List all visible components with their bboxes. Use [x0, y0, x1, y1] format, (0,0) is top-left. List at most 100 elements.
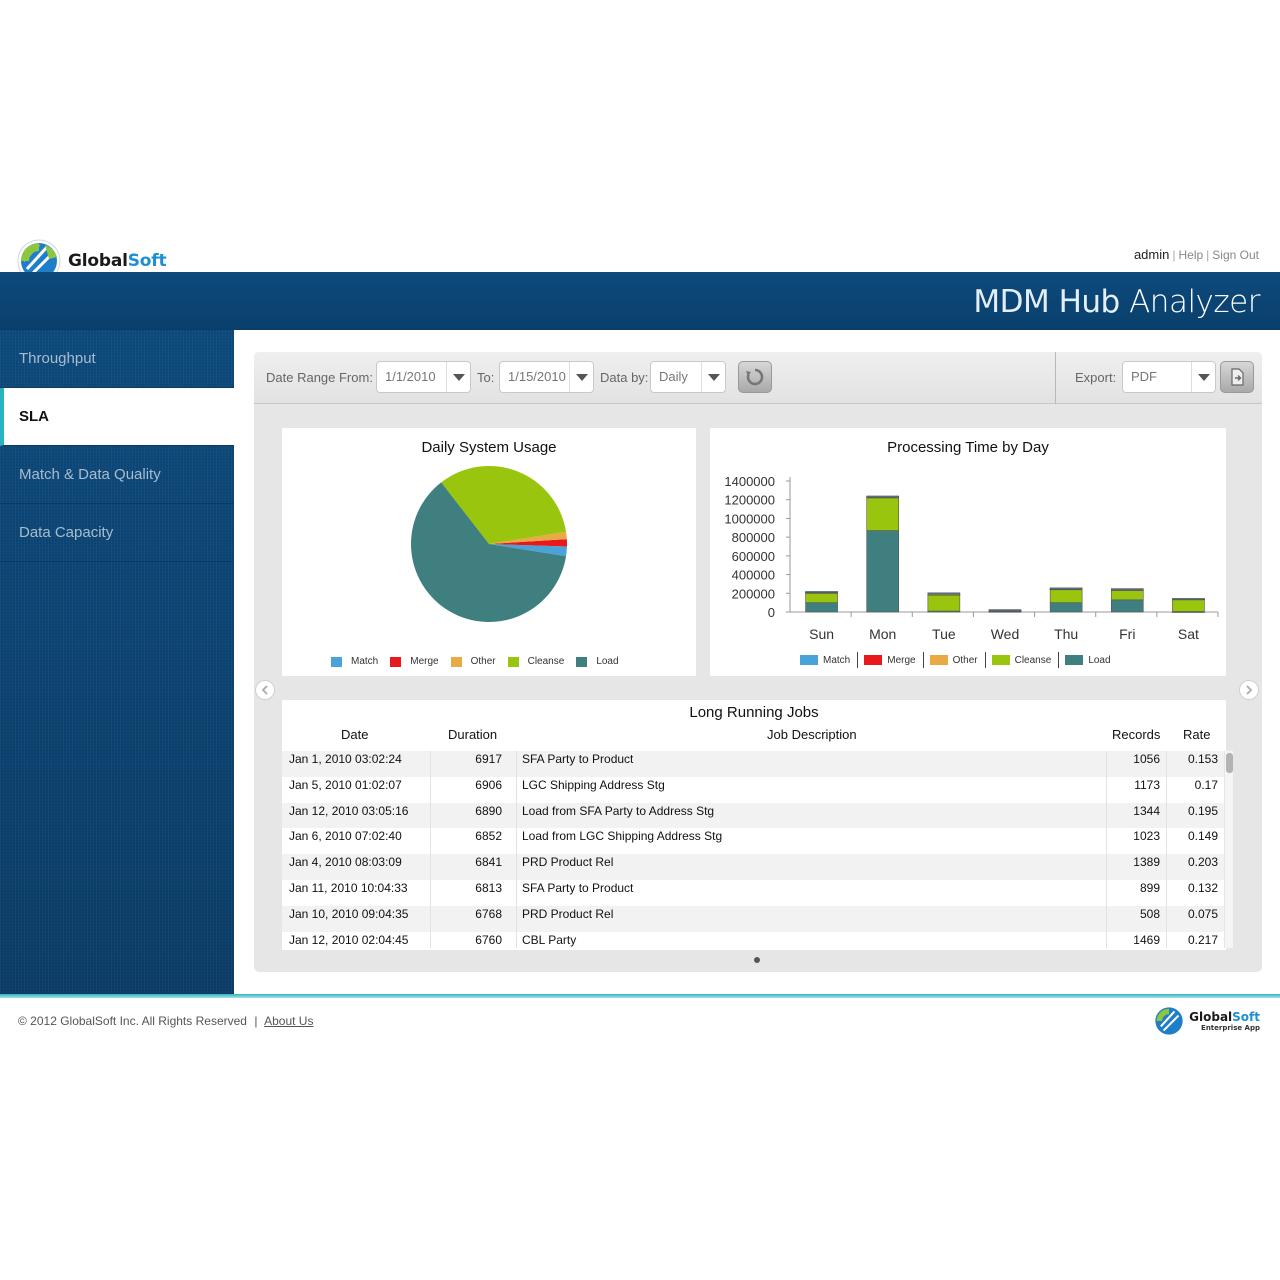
- pie-slice-merge[interactable]: [489, 539, 567, 547]
- y-tick-label: 800000: [732, 530, 775, 545]
- export-button[interactable]: [1220, 361, 1254, 393]
- chevron-left-icon: [261, 685, 268, 695]
- legend-item-merge: Merge: [390, 656, 439, 667]
- col-header-description[interactable]: Job Description: [767, 727, 857, 742]
- toolbar-divider: [1055, 352, 1056, 404]
- chevron-down-icon[interactable]: [446, 362, 470, 392]
- y-tick-label: 200000: [732, 586, 775, 601]
- jobs-table-title: Long Running Jobs: [689, 704, 819, 721]
- date-from-label: Date Range From:: [266, 370, 373, 385]
- next-arrow-button[interactable]: [1239, 680, 1259, 700]
- y-tick-label: 400000: [732, 568, 775, 583]
- data-by-select[interactable]: Daily: [650, 361, 726, 393]
- date-to-label: To:: [477, 370, 495, 385]
- legend-item-cleanse: Cleanse: [507, 656, 564, 667]
- brand-logo[interactable]: GlobalSoft: [17, 238, 167, 284]
- pie-legend: Match Merge Other Cleanse Load: [331, 656, 631, 667]
- legend-item-other: Other: [450, 656, 496, 667]
- x-tick-label: Tue: [932, 626, 956, 642]
- footer-logo: GlobalSoft Enterprise App: [1154, 1006, 1260, 1036]
- table-row[interactable]: Jan 12, 2010 02:04:45 6760 CBL Party 1469 0.…: [282, 931, 1224, 948]
- chevron-down-icon[interactable]: [1191, 362, 1215, 392]
- filter-toolbar: Date Range From: 1/1/2010 To: 1/15/2010 …: [254, 352, 1262, 404]
- sidebar-item-match-data-quality[interactable]: Match & Data Quality: [0, 446, 234, 504]
- scrollbar-thumb[interactable]: [1226, 753, 1233, 773]
- x-tick-label: Thu: [1054, 626, 1078, 642]
- daily-usage-card: Daily System Usage Match Merge Other Cle…: [282, 428, 696, 676]
- table-row[interactable]: Jan 10, 2010 09:04:35 6768 PRD Product Rel…: [282, 905, 1224, 932]
- table-row[interactable]: Jan 12, 2010 03:05:16 6890 Load from SFA P…: [282, 802, 1224, 829]
- bar-mon-cleanse[interactable]: [866, 497, 900, 531]
- pie-slice-load[interactable]: [411, 482, 567, 622]
- sidebar-item-data-capacity[interactable]: Data Capacity: [0, 504, 234, 562]
- bar-fri-load[interactable]: [1110, 599, 1144, 613]
- chevron-down-icon[interactable]: [569, 362, 593, 392]
- jobs-table-body: Jan 1, 2010 03:02:24 6917 SFA Party to Pro…: [282, 751, 1224, 948]
- pie-slice-cleanse[interactable]: [441, 465, 567, 544]
- col-header-duration[interactable]: Duration: [448, 727, 498, 742]
- bar-mon-match[interactable]: [866, 495, 900, 498]
- refresh-button[interactable]: [738, 361, 772, 393]
- globe-logo-icon: [17, 239, 61, 283]
- page-indicator-dot-icon[interactable]: [753, 956, 761, 964]
- sign-out-link[interactable]: Sign Out: [1212, 248, 1259, 262]
- bar-sun-cleanse[interactable]: [805, 592, 838, 603]
- bar-legend-item-cleanse: Cleanse: [984, 652, 1059, 668]
- sidebar: Throughput SLA Match & Data Quality Data…: [0, 330, 234, 994]
- x-tick-label: Mon: [869, 626, 896, 642]
- bar-tue-cleanse[interactable]: [927, 594, 961, 612]
- table-row[interactable]: Jan 1, 2010 03:02:24 6917 SFA Party to Pro…: [282, 751, 1224, 777]
- bar-chart: 1400000 1200000 1000000 800000 600000 400000 2…: [724, 474, 1219, 642]
- bar-fri-match[interactable]: [1110, 588, 1144, 590]
- content-panel: Date Range From: 1/1/2010 To: 1/15/2010 …: [254, 352, 1262, 972]
- pie-slice-other[interactable]: [489, 531, 567, 544]
- col-header-rate[interactable]: Rate: [1183, 727, 1211, 742]
- col-header-records[interactable]: Records: [1112, 727, 1161, 742]
- bar-legend-item-merge: Merge: [857, 652, 922, 668]
- table-row[interactable]: Jan 11, 2010 10:04:33 6813 SFA Party to Pr…: [282, 879, 1224, 906]
- bar-sat-cleanse[interactable]: [1172, 599, 1205, 612]
- pie-slice-match[interactable]: [489, 544, 567, 557]
- table-row[interactable]: Jan 6, 2010 07:02:40 6852 Load from LGC Sh…: [282, 828, 1224, 855]
- pie-chart-title: Daily System Usage: [421, 439, 557, 456]
- prev-arrow-button[interactable]: [255, 680, 275, 700]
- bar-sun-match[interactable]: [805, 591, 838, 593]
- bar-legend-item-other: Other: [922, 652, 985, 668]
- date-from-input[interactable]: 1/1/2010: [376, 361, 471, 393]
- username: admin: [1133, 247, 1170, 262]
- bar-mon-load[interactable]: [866, 530, 900, 613]
- table-row[interactable]: Jan 5, 2010 01:02:07 6906 LGC Shipping Add…: [282, 776, 1224, 803]
- date-to-input[interactable]: 1/15/2010: [499, 361, 594, 393]
- y-tick-label: 1400000: [724, 474, 775, 489]
- x-tick-label: Sun: [809, 626, 834, 642]
- footer-copyright: © 2012 GlobalSoft Inc. All Rights Reserv…: [18, 1014, 314, 1028]
- y-tick-label: 1000000: [724, 511, 775, 526]
- about-us-link[interactable]: About Us: [264, 1014, 314, 1028]
- footer-divider: [0, 994, 1280, 998]
- bar-sat-match[interactable]: [1172, 598, 1205, 600]
- app-root: GlobalSoft admin | Help | Sign Out MDM Hub A…: [0, 232, 1280, 1052]
- bar-legend-item-load: Load: [1058, 652, 1117, 668]
- bar-thu-cleanse[interactable]: [1049, 589, 1083, 603]
- help-link[interactable]: Help: [1178, 248, 1204, 262]
- chevron-down-icon[interactable]: [701, 362, 725, 392]
- bar-thu-match[interactable]: [1049, 587, 1083, 590]
- col-header-date[interactable]: Date: [341, 727, 369, 742]
- export-document-icon: [1231, 368, 1244, 386]
- bar-sun-load[interactable]: [805, 602, 838, 613]
- globe-logo-icon: [1155, 1007, 1183, 1035]
- export-format-select[interactable]: PDF: [1122, 361, 1216, 393]
- table-row[interactable]: Jan 4, 2010 08:03:09 6841 PRD Product Rel 1…: [282, 854, 1224, 880]
- sidebar-item-sla[interactable]: SLA: [0, 388, 234, 446]
- user-links: admin | Help | Sign Out: [1133, 247, 1259, 262]
- bar-chart-title: Processing Time by Day: [887, 439, 1049, 456]
- x-tick-label: Sat: [1178, 626, 1199, 642]
- chevron-right-icon: [1246, 685, 1253, 695]
- bar-thu-load[interactable]: [1049, 602, 1083, 613]
- sidebar-item-throughput[interactable]: Throughput: [0, 330, 234, 388]
- bar-wed-match[interactable]: [988, 609, 1022, 611]
- bar-fri-cleanse[interactable]: [1110, 590, 1144, 601]
- bar-tue-match[interactable]: [927, 592, 961, 595]
- y-tick-label: 600000: [732, 549, 775, 564]
- table-scrollbar[interactable]: [1224, 751, 1233, 948]
